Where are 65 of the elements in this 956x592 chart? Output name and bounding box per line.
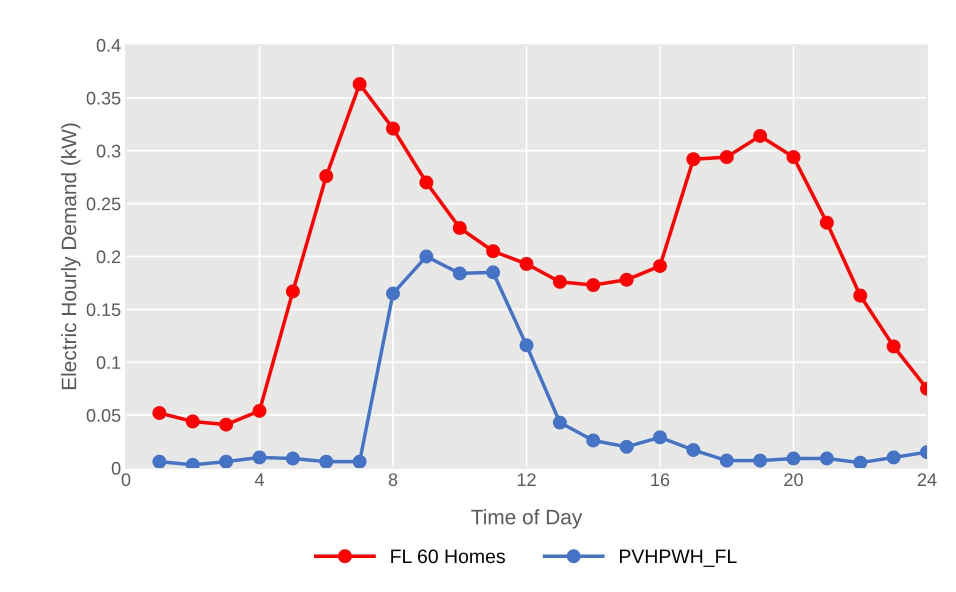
point [853,456,868,468]
point [820,452,834,466]
point [419,176,434,190]
point [252,450,266,464]
y-tick-label: 0.3 [96,144,120,158]
point [853,288,868,303]
point [620,272,634,287]
point [486,244,500,258]
y-axis-title: Electric Hourly Demand (kW) [61,124,80,390]
y-tick-label: 0 [112,462,120,475]
x-tick-label: 0 [122,473,130,486]
x-tick-label: 4 [254,474,264,486]
y-tick-label: 0.2 [96,250,120,264]
point [319,454,334,468]
point [352,77,367,92]
point [219,418,234,432]
y-tick-label: 0.05 [86,409,120,422]
point [219,454,234,468]
x-tick-label: 8 [388,473,398,486]
y-tick-label: 0.1 [96,356,120,369]
point [886,339,901,354]
x-tick-label: 12 [518,473,536,486]
point [486,265,500,280]
point [152,454,166,468]
point [352,454,367,468]
point [820,216,834,230]
point [653,259,667,273]
point [520,338,534,352]
point [319,169,334,184]
point [452,221,467,235]
x-tick-label: 24 [918,473,937,486]
point [753,129,768,143]
point [286,452,300,466]
point [520,256,534,271]
y-tick-label: 0.15 [86,303,120,316]
point [552,274,567,289]
point [152,406,166,420]
point [786,452,800,466]
point [552,416,567,430]
x-axis-title: Time of Day [471,509,582,529]
point [720,150,734,164]
y-tick-label: 0.25 [86,198,120,210]
point [786,150,800,164]
y-tick-label: 0.4 [96,38,121,52]
x-tick-label: 20 [784,473,803,486]
point [686,152,700,166]
point [419,250,434,264]
point [186,414,200,428]
point [586,434,600,448]
point [686,443,700,457]
point [586,278,600,292]
legend-label: PVHPWH_FL [620,550,737,567]
point [386,286,400,300]
point [620,440,634,454]
point [386,122,400,136]
legend-label: FL 60 Homes [391,549,505,564]
point [720,454,734,468]
x-tick-label: 16 [651,473,670,486]
point [252,404,266,418]
point [886,450,901,464]
y-tick-label: 0.35 [86,92,120,105]
point [653,430,667,444]
point [452,266,467,280]
point [753,454,768,468]
point [286,284,300,298]
